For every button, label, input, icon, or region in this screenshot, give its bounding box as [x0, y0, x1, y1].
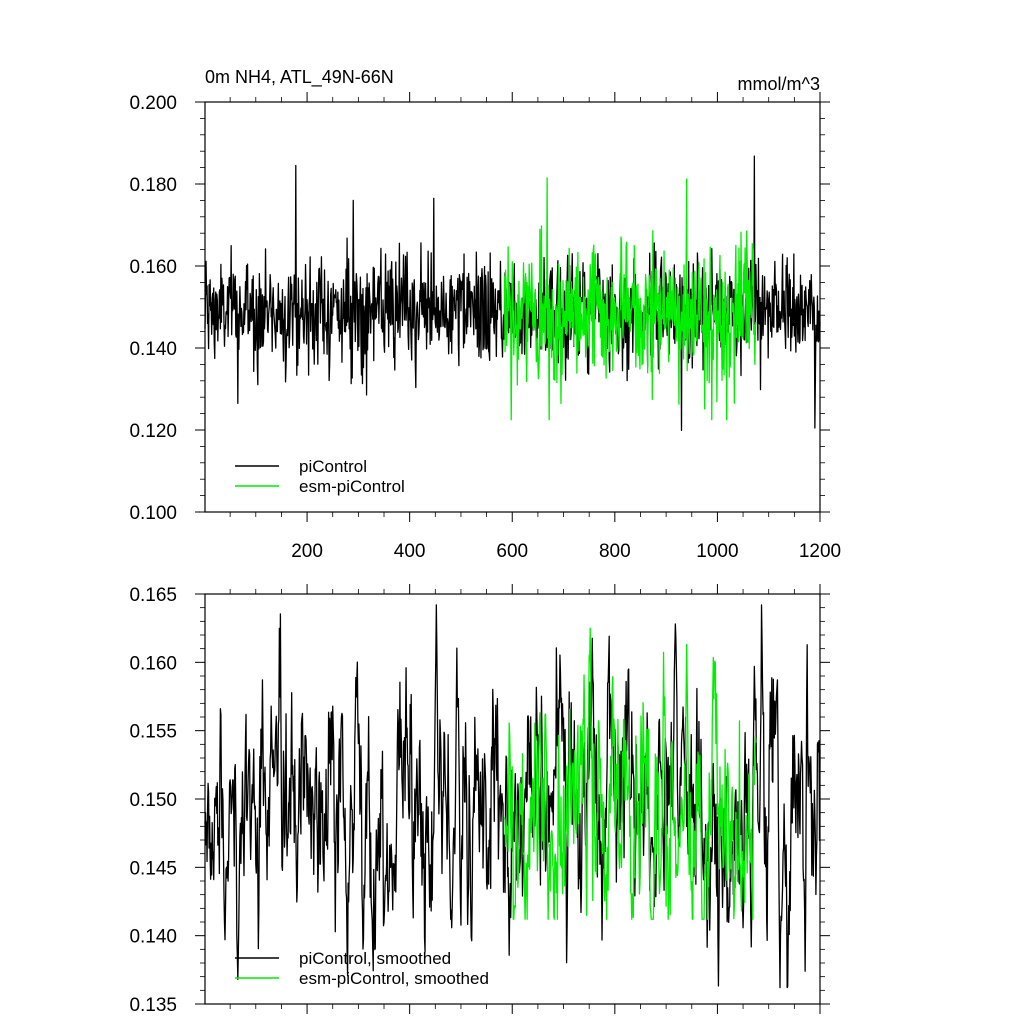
x-tick-label: 400: [394, 541, 426, 562]
y-tick-label: 0.160: [129, 653, 177, 674]
y-tick-label: 0.145: [129, 858, 177, 879]
x-tick-label: 1000: [696, 541, 738, 562]
units-label: mmol/m^3: [738, 74, 820, 94]
x-tick-label: 800: [599, 541, 631, 562]
bottom-panel: 0.135 0.140 0.145 0.150 0.155 0.160 0.165 piCon…: [129, 584, 830, 1016]
legend-label: piControl: [299, 457, 367, 476]
chart-title: 0m NH4, ATL_49N-66N: [205, 67, 394, 88]
y-tick-label: 0.120: [129, 421, 177, 442]
x-tick-label: 200: [291, 541, 323, 562]
top-panel: 0.100 0.120 0.140 0.160 0.180 0.200 200 400 600 8…: [129, 92, 841, 562]
legend-label: esm-piControl, smoothed: [299, 969, 489, 988]
y-tick-label: 0.140: [129, 339, 177, 360]
y-tick-label: 0.155: [129, 722, 177, 743]
y-tick-label: 0.165: [129, 585, 177, 606]
x-tick-label: 600: [496, 541, 528, 562]
y-tick-label: 0.160: [129, 257, 177, 278]
y-tick-label: 0.135: [129, 995, 177, 1016]
y-tick-label: 0.150: [129, 790, 177, 811]
y-tick-label: 0.140: [129, 927, 177, 948]
x-tick-label: 1200: [799, 541, 841, 562]
series-line-esm-picontrol: [503, 177, 757, 421]
series-line-esm-picontrol-smoothed: [503, 627, 757, 920]
y-tick-label: 0.200: [129, 93, 177, 114]
legend-label: piControl, smoothed: [299, 949, 451, 968]
legend-label: esm-piControl: [299, 477, 405, 496]
y-tick-label: 0.180: [129, 175, 177, 196]
y-tick-label: 0.100: [129, 503, 177, 524]
